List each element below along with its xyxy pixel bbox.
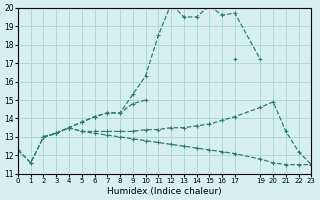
X-axis label: Humidex (Indice chaleur): Humidex (Indice chaleur) — [108, 187, 222, 196]
